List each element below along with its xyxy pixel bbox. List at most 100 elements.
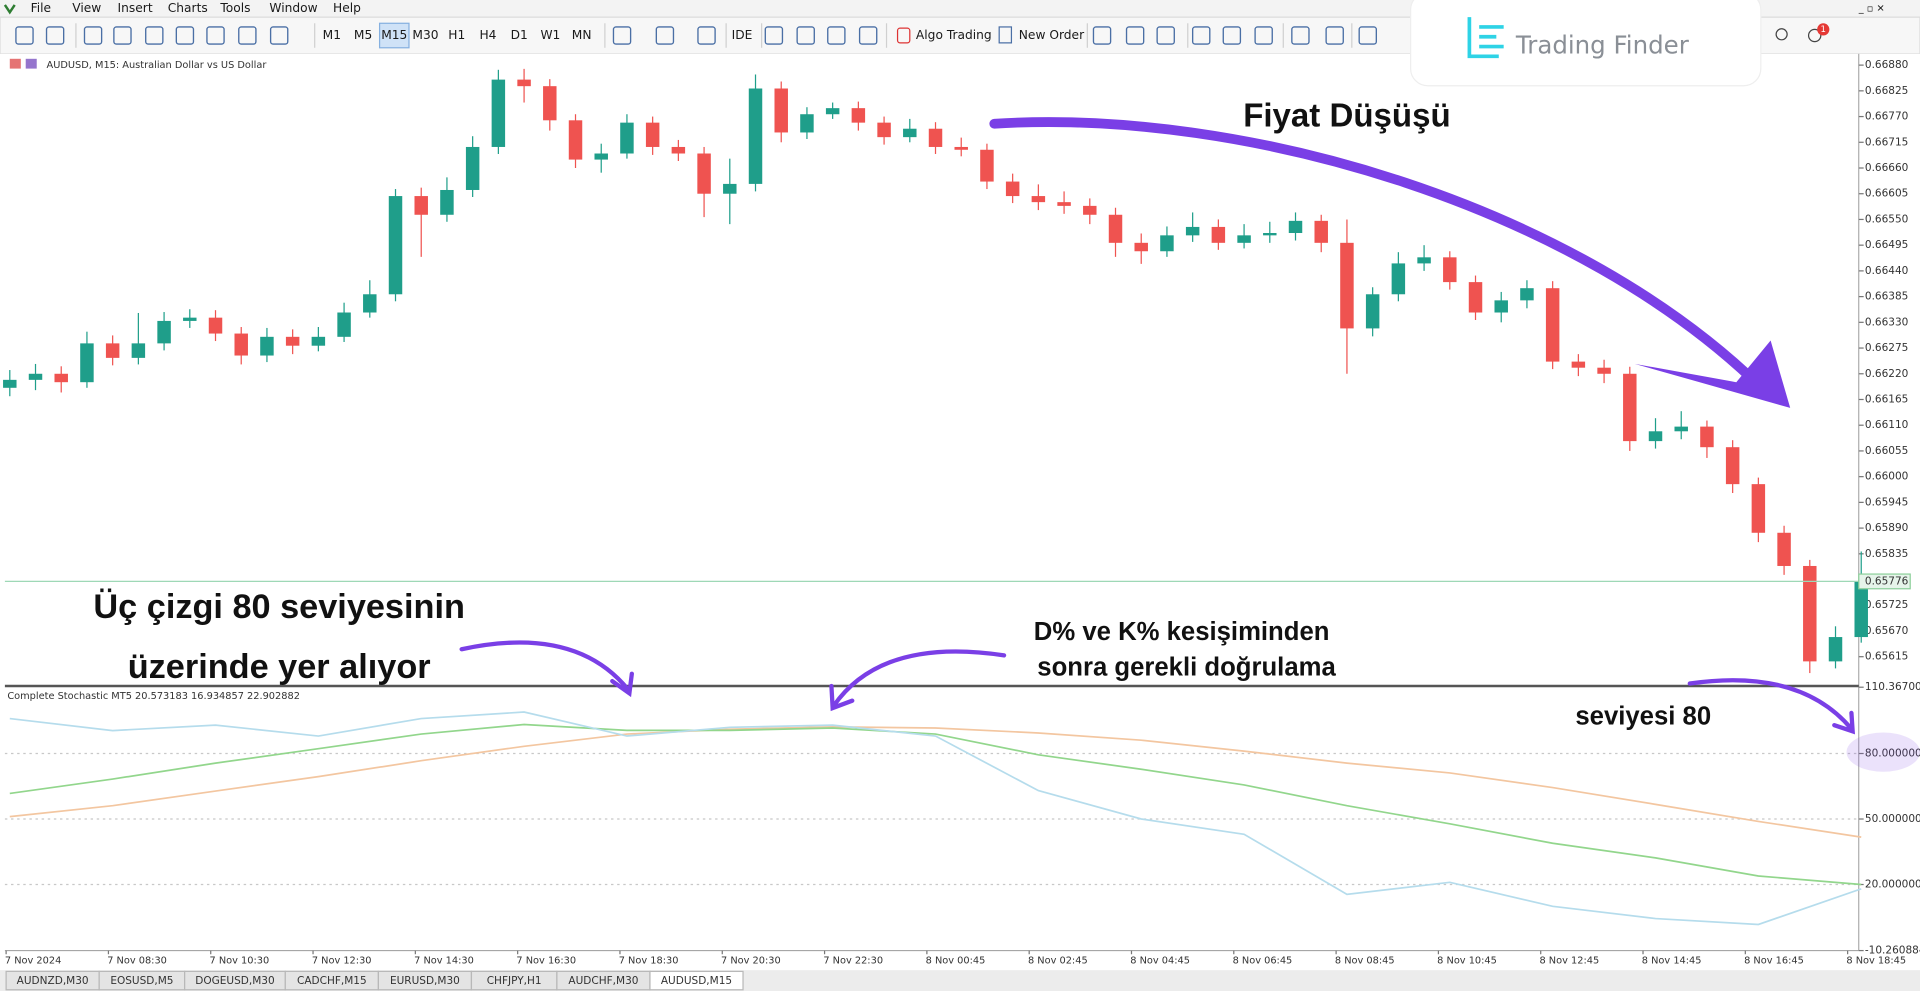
- menu-item[interactable]: View: [72, 1, 101, 15]
- price-tick-label: 0.66880: [1865, 59, 1908, 71]
- menu-item[interactable]: File: [31, 1, 51, 15]
- time-label: 8 Nov 14:45: [1642, 955, 1702, 966]
- price-tick-label: 0.66055: [1865, 445, 1908, 457]
- candle-body: [1083, 205, 1097, 215]
- candle-body: [1160, 235, 1174, 252]
- minimize-button[interactable]: _ ▫ ✕: [1858, 4, 1885, 15]
- toolbar-icon[interactable]: [238, 26, 257, 45]
- chart-tab-label[interactable]: CADCHF,M15: [297, 975, 367, 987]
- toolbar-icon[interactable]: [858, 26, 878, 45]
- menu-item[interactable]: Charts: [168, 1, 208, 15]
- menu-item[interactable]: Insert: [118, 1, 153, 15]
- chart-tab[interactable]: [649, 970, 744, 991]
- toolbar-icon[interactable]: [45, 26, 65, 45]
- candle-body: [491, 79, 506, 147]
- chart-tab-label[interactable]: AUDNZD,M30: [17, 975, 89, 987]
- chart-tab-label[interactable]: AUDUSD,M15: [661, 975, 732, 987]
- candle-body: [183, 317, 197, 321]
- ide-button[interactable]: IDE: [732, 28, 753, 42]
- timeframe-button[interactable]: M30: [412, 28, 438, 42]
- timeframe-button[interactable]: H1: [448, 28, 465, 42]
- toolbar-icon[interactable]: [827, 26, 846, 45]
- toolbar-icon[interactable]: [1325, 26, 1344, 45]
- new-order-button[interactable]: New Order: [1019, 28, 1085, 42]
- candle-body: [774, 88, 788, 133]
- toolbar-icon[interactable]: [1092, 26, 1112, 45]
- candle-body: [851, 108, 866, 123]
- candle-body: [1648, 431, 1663, 442]
- candle-body: [311, 336, 326, 346]
- annotation-level: seviyesi 80: [1575, 703, 1711, 731]
- search-icon: [1775, 28, 1788, 41]
- time-label: 7 Nov 14:30: [414, 955, 474, 966]
- toolbar-icon[interactable]: [1156, 26, 1175, 45]
- candle-body: [671, 146, 686, 154]
- time-label: 8 Nov 00:45: [926, 955, 986, 966]
- candle-body: [260, 336, 274, 356]
- timeframe-button[interactable]: M15: [381, 28, 407, 42]
- candle-body: [1545, 288, 1560, 362]
- menu-item[interactable]: Help: [333, 1, 361, 15]
- timeframe-button[interactable]: H4: [479, 28, 496, 42]
- chart-tab-label[interactable]: EURUSD,M30: [390, 975, 460, 987]
- chart-tab-label[interactable]: AUDCHF,M30: [568, 975, 638, 987]
- timeframe-button[interactable]: M5: [354, 28, 372, 42]
- candle-body: [903, 128, 917, 138]
- notifications-icon[interactable]: [1807, 28, 1822, 43]
- time-label: 8 Nov 06:45: [1233, 955, 1293, 966]
- timeframe-button[interactable]: D1: [511, 28, 528, 42]
- candle-body: [1571, 361, 1586, 368]
- symbol-icon: [9, 58, 21, 69]
- toolbar-icon[interactable]: [1358, 26, 1377, 45]
- candle-body: [594, 153, 608, 160]
- indicator-line: [9, 723, 1862, 886]
- price-tick-label: 0.66550: [1865, 213, 1908, 225]
- logo-background: [1410, 0, 1762, 87]
- timeframe-button[interactable]: MN: [572, 28, 592, 42]
- toolbar-icon[interactable]: [1254, 26, 1273, 45]
- toolbar-icon[interactable]: [113, 26, 132, 45]
- symbol-icon: [25, 58, 37, 69]
- toolbar-icon[interactable]: [145, 26, 164, 45]
- algo-trading-button[interactable]: Algo Trading: [916, 28, 992, 42]
- menu-item[interactable]: Tools: [219, 1, 250, 15]
- time-label: 7 Nov 20:30: [721, 955, 781, 966]
- toolbar-icon[interactable]: [269, 26, 289, 45]
- timeframe-button[interactable]: M1: [323, 28, 341, 42]
- price-tick-label: 0.65835: [1865, 548, 1908, 560]
- price-tick-label: 0.66165: [1865, 393, 1908, 405]
- toolbar-icon[interactable]: [612, 26, 632, 45]
- candle-body: [723, 183, 737, 194]
- toolbar-icon[interactable]: [764, 26, 784, 45]
- candle-body: [388, 196, 403, 295]
- candle-body: [1237, 235, 1251, 243]
- toolbar-icon[interactable]: [1191, 26, 1211, 45]
- notification-count: 1: [1821, 25, 1826, 35]
- toolbar-icon[interactable]: [796, 26, 815, 45]
- candle-body: [1443, 257, 1457, 283]
- toolbar-icon[interactable]: [206, 26, 225, 45]
- candle-body: [954, 146, 968, 150]
- chart-tab-label[interactable]: EOSUSD,M5: [110, 975, 173, 987]
- candle-body: [1057, 202, 1071, 206]
- toolbar-icon[interactable]: [1222, 26, 1242, 45]
- indicator-tick-label: 50.000000: [1865, 813, 1920, 825]
- candle-body: [3, 379, 17, 388]
- candle-body: [645, 122, 660, 147]
- timeframe-button[interactable]: W1: [540, 28, 560, 42]
- toolbar-icon[interactable]: [175, 26, 195, 45]
- chart-tab-label[interactable]: DOGEUSD,M30: [195, 975, 274, 987]
- candle-body: [208, 317, 223, 334]
- chart-tab-label[interactable]: CHFJPY,H1: [487, 975, 542, 987]
- menu-item[interactable]: Window: [269, 1, 317, 15]
- toolbar-icon[interactable]: [697, 26, 716, 45]
- toolbar-icon[interactable]: [1291, 26, 1310, 45]
- toolbar-icon[interactable]: [15, 26, 34, 45]
- toolbar-icon[interactable]: [1125, 26, 1145, 45]
- toolbar-icon[interactable]: [83, 26, 103, 45]
- candle-body: [1417, 257, 1431, 264]
- toolbar-icon[interactable]: [655, 26, 675, 45]
- candle-body: [748, 88, 763, 184]
- candle-body: [620, 122, 634, 154]
